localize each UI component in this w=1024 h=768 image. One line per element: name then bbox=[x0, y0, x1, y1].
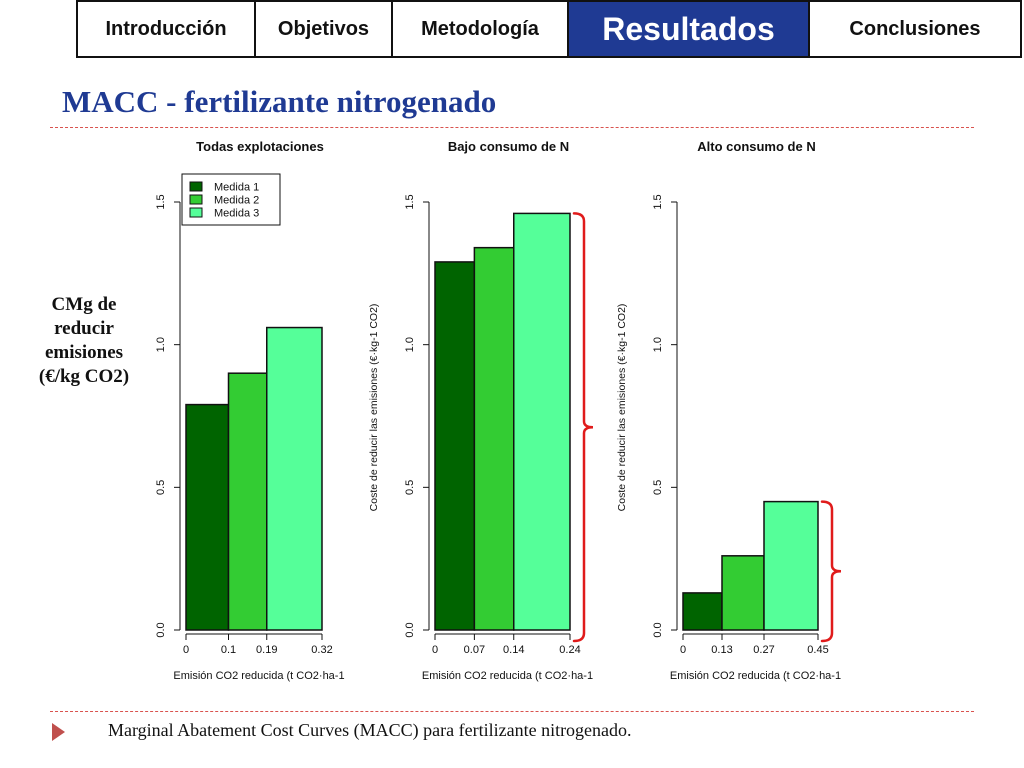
tab-label: Metodología bbox=[421, 17, 539, 40]
tab-objetivos[interactable]: Objetivos bbox=[254, 0, 393, 58]
tab-label: Objetivos bbox=[277, 17, 370, 40]
y-tick-label: 1.0 bbox=[404, 337, 416, 352]
caption-bullet-icon bbox=[52, 723, 65, 741]
chart-title: Bajo consumo de N bbox=[448, 139, 569, 154]
brace-annotation bbox=[820, 500, 842, 643]
side-label-line: reducir bbox=[54, 318, 114, 339]
y-tick-label: 1.5 bbox=[652, 194, 664, 209]
chart-title: Todas explotaciones bbox=[196, 139, 324, 154]
y-tick-label: 0.0 bbox=[404, 622, 416, 637]
bar-medida-3 bbox=[763, 500, 819, 631]
side-axis-label: CMg de reducir emisiones (€/kg CO2) bbox=[20, 293, 148, 389]
bar-medida-2 bbox=[721, 555, 765, 631]
x-tick-label: 0.13 bbox=[711, 644, 732, 656]
y-axis-label: Coste de reducir las emisiones (€·kg-1 C… bbox=[616, 304, 628, 512]
tab-label: Resultados bbox=[602, 10, 775, 47]
x-axis-label: Emisión CO2 reducida (t CO2·ha-1 bbox=[173, 670, 344, 682]
brace-annotation bbox=[572, 212, 594, 643]
bar-medida-1 bbox=[682, 592, 723, 631]
legend-swatch bbox=[189, 181, 203, 192]
x-tick-label: 0.45 bbox=[807, 644, 828, 656]
side-label-line: (€/kg CO2) bbox=[38, 366, 130, 387]
title-divider bbox=[50, 127, 974, 128]
y-tick-label: 1.5 bbox=[155, 194, 167, 209]
tab-metodologia[interactable]: Metodología bbox=[391, 0, 569, 58]
x-tick-label: 0 bbox=[183, 644, 189, 656]
x-tick-label: 0.19 bbox=[256, 644, 277, 656]
y-tick-label: 0.5 bbox=[652, 480, 664, 495]
tab-label: Introducción bbox=[105, 17, 227, 40]
tab-conclusiones[interactable]: Conclusiones bbox=[808, 0, 1022, 58]
x-tick-label: 0.1 bbox=[221, 644, 236, 656]
tab-introduccion[interactable]: Introducción bbox=[76, 0, 256, 58]
legend-swatch bbox=[189, 194, 203, 205]
legend-label: Medida 1 bbox=[214, 182, 259, 194]
tab-label: Conclusiones bbox=[849, 17, 981, 40]
tab-resultados[interactable]: Resultados bbox=[567, 0, 810, 58]
y-tick-label: 0.5 bbox=[155, 480, 167, 495]
x-axis-label: Emisión CO2 reducida (t CO2·ha-1 bbox=[422, 670, 593, 682]
y-tick-label: 1.5 bbox=[404, 194, 416, 209]
y-tick-label: 1.0 bbox=[652, 337, 664, 352]
slide-title: MACC - fertilizante nitrogenado bbox=[62, 84, 497, 119]
bar-medida-3 bbox=[266, 326, 323, 631]
x-tick-label: 0 bbox=[432, 644, 438, 656]
legend-swatch bbox=[189, 207, 203, 218]
x-tick-label: 0.24 bbox=[559, 644, 580, 656]
bar-medida-2 bbox=[473, 246, 515, 631]
chart-title: Alto consumo de N bbox=[697, 139, 815, 154]
slide-caption: Marginal Abatement Cost Curves (MACC) pa… bbox=[108, 720, 632, 740]
bar-medida-3 bbox=[513, 212, 571, 631]
x-tick-label: 0.27 bbox=[753, 644, 774, 656]
section-tabs: Introducción Objetivos Metodología Resul… bbox=[76, 0, 1024, 60]
x-tick-label: 0.07 bbox=[464, 644, 485, 656]
x-axis-label: Emisión CO2 reducida (t CO2·ha-1 bbox=[670, 670, 841, 682]
y-tick-label: 0.0 bbox=[155, 622, 167, 637]
y-axis-label: Coste de reducir las emisiones (€·kg-1 C… bbox=[368, 304, 380, 512]
side-label-line: emisiones bbox=[44, 342, 124, 363]
y-tick-label: 0.5 bbox=[404, 480, 416, 495]
caption-divider bbox=[50, 711, 974, 712]
bar-medida-1 bbox=[185, 403, 230, 631]
x-tick-label: 0 bbox=[680, 644, 686, 656]
y-tick-label: 0.0 bbox=[652, 622, 664, 637]
side-label-line: CMg de bbox=[51, 294, 117, 315]
x-tick-label: 0.32 bbox=[311, 644, 332, 656]
x-tick-label: 0.14 bbox=[503, 644, 524, 656]
bar-medida-1 bbox=[434, 261, 476, 631]
macc-charts: Todas explotaciones 0.0 0.5 1.0 1.5 0 0.1 0.19 0… bbox=[155, 139, 842, 682]
y-tick-label: 1.0 bbox=[155, 337, 167, 352]
bar-medida-2 bbox=[227, 372, 268, 631]
legend-label: Medida 2 bbox=[214, 195, 259, 207]
legend-label: Medida 3 bbox=[214, 208, 259, 220]
